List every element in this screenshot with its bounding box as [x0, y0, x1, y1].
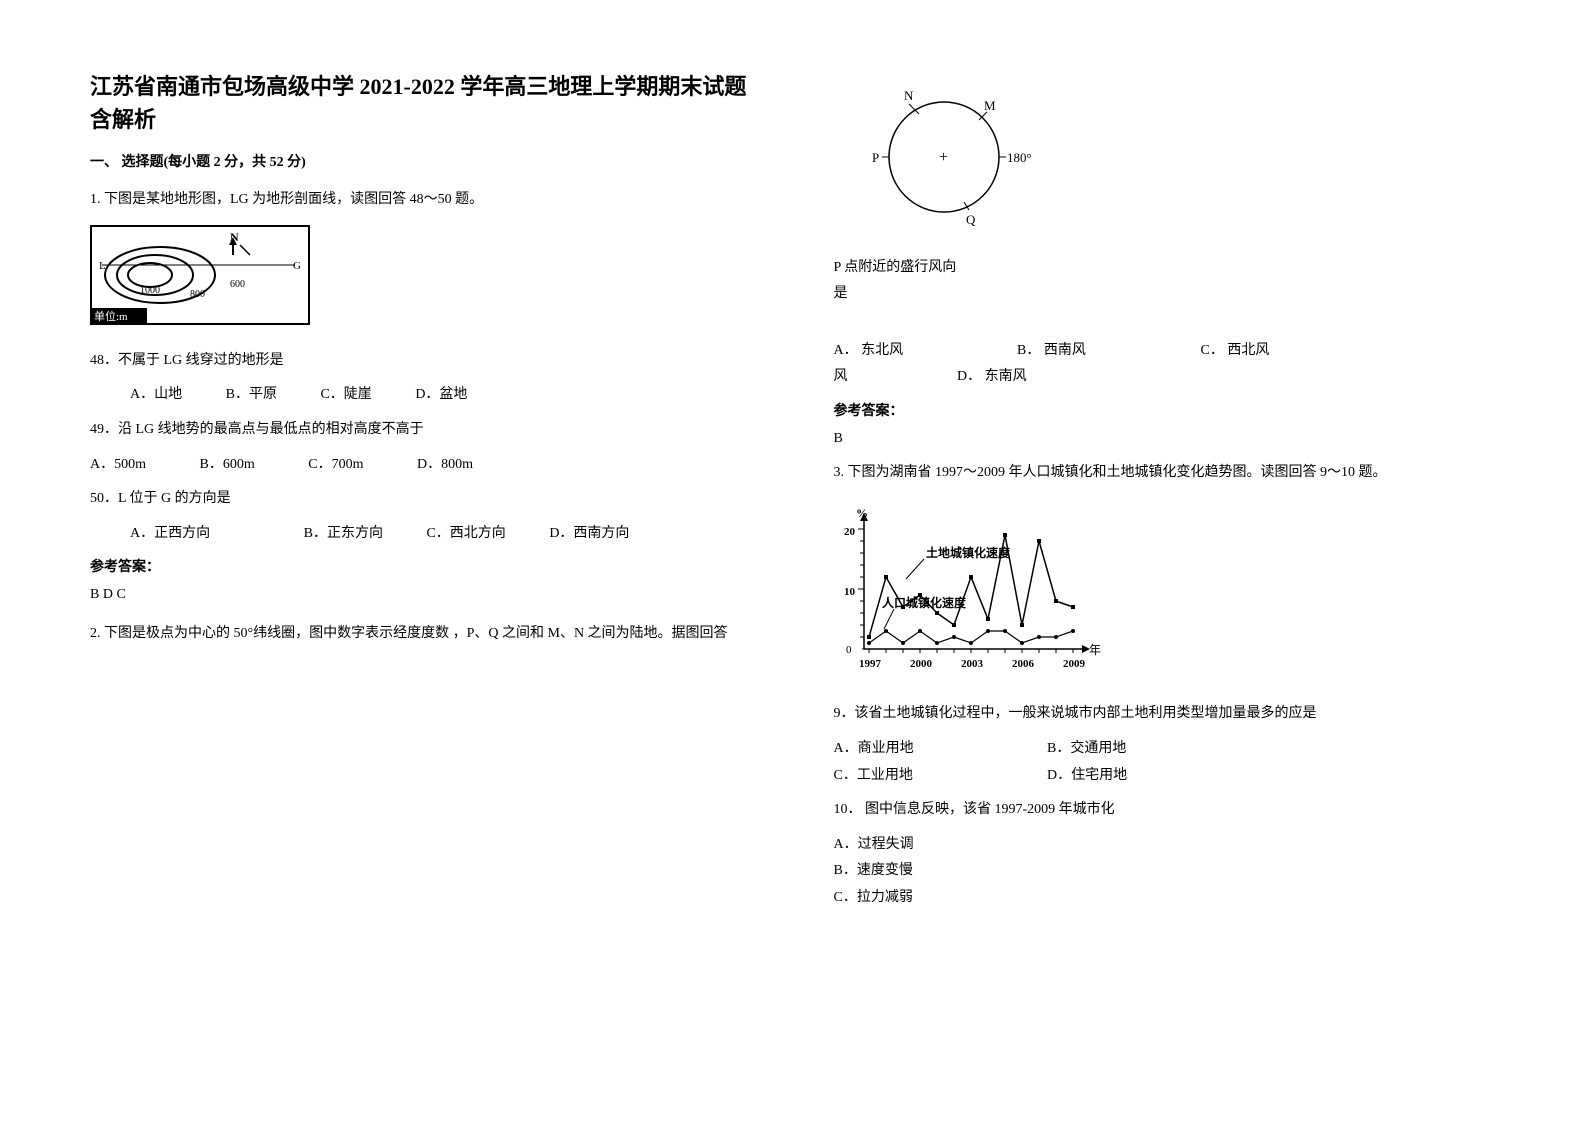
fig1-800: 800: [190, 289, 205, 300]
q2-subtext1: P 点附近的盛行风向: [834, 255, 1498, 282]
q2-ans: B: [834, 426, 1498, 453]
q50: 50．L 位于 G 的方向是: [90, 486, 754, 513]
q9-opts: A．商业用地 B．交通用地: [834, 736, 1498, 763]
svg-text:+: +: [939, 149, 948, 166]
contour-map-figure: N L G 1000 800 600 单位:m: [90, 225, 754, 336]
section-head: 一、 选择题(每小题 2 分，共 52 分): [90, 150, 754, 177]
svg-text:2006: 2006: [1012, 658, 1035, 670]
q10-opt-a: A．过程失调: [834, 832, 1498, 859]
svg-text:0: 0: [846, 644, 852, 656]
svg-text:10: 10: [844, 586, 856, 598]
q10-opt-c: C．拉力减弱: [834, 885, 1498, 912]
q1-ans: B D C: [90, 582, 754, 609]
fig1-1000: 1000: [140, 285, 160, 296]
svg-text:1997: 1997: [859, 658, 882, 670]
q2-ans-head: 参考答案：: [834, 399, 1498, 426]
q1-ans-head: 参考答案：: [90, 555, 754, 582]
q3-stem: 3. 下图为湖南省 1997～2009 年人口城镇化和土地城镇化变化趋势图。读图…: [834, 460, 1498, 487]
svg-text:N: N: [904, 88, 914, 103]
q48-opts: A．山地 B．平原 C．陡崖 D．盆地: [130, 382, 754, 409]
svg-text:2003: 2003: [961, 658, 984, 670]
q9: 9．该省土地城镇化过程中，一般来说城市内部土地利用类型增加量最多的应是: [834, 701, 1498, 728]
fig1-600: 600: [230, 279, 245, 290]
q50-opts: A．正西方向 B．正东方向 C．西北方向 D．西南方向: [130, 521, 754, 548]
svg-text:2000: 2000: [910, 658, 933, 670]
q1-stem: 1. 下图是某地地形图，LG 为地形剖面线，读图回答 48～50 题。: [90, 187, 754, 214]
svg-text:M: M: [984, 98, 996, 113]
svg-text:%: %: [856, 506, 868, 520]
q2-opts-row2: 风 D． 东南风: [834, 364, 1498, 391]
q2-stem: 2. 下图是极点为中心的 50°纬线圈，图中数字表示经度度数 ，P、Q 之间和 …: [90, 621, 754, 648]
q10-opt-b: B．速度变慢: [834, 858, 1498, 885]
polar-circle-figure: N M P + 180° Q: [854, 82, 1498, 243]
svg-text:180°: 180°: [1007, 150, 1032, 165]
series1-label: 土地城镇化速度: [926, 545, 1011, 560]
svg-text:2009: 2009: [1063, 658, 1086, 670]
svg-text:P: P: [872, 150, 879, 165]
q10: 10． 图中信息反映，该省 1997-2009 年城市化: [834, 797, 1498, 824]
series2-label: 人口城镇化速度: [882, 595, 967, 610]
q49: 49．沿 LG 线地势的最高点与最低点的相对高度不高于: [90, 417, 754, 444]
q9-opts-row2: C．工业用地 D．住宅用地: [834, 763, 1498, 790]
svg-text:年: 年: [1089, 643, 1101, 657]
fig1-L: L: [99, 260, 106, 272]
q2-subtext2: 是: [834, 281, 1498, 308]
q48: 48．不属于 LG 线穿过的地形是: [90, 348, 754, 375]
fig1-G: G: [293, 260, 301, 272]
q2-opts: A． 东北风 B． 西南风 C． 西北风: [834, 338, 1498, 365]
fig1-unit: 单位:m: [94, 309, 128, 323]
urbanization-chart: % 年 0 10 20: [834, 499, 1498, 690]
svg-text:20: 20: [844, 526, 856, 538]
svg-text:Q: Q: [966, 212, 976, 227]
q49-opts: A．500m B．600m C．700m D．800m: [90, 452, 754, 479]
page-title: 江苏省南通市包场高级中学 2021-2022 学年高三地理上学期期末试题含解析: [90, 70, 754, 136]
